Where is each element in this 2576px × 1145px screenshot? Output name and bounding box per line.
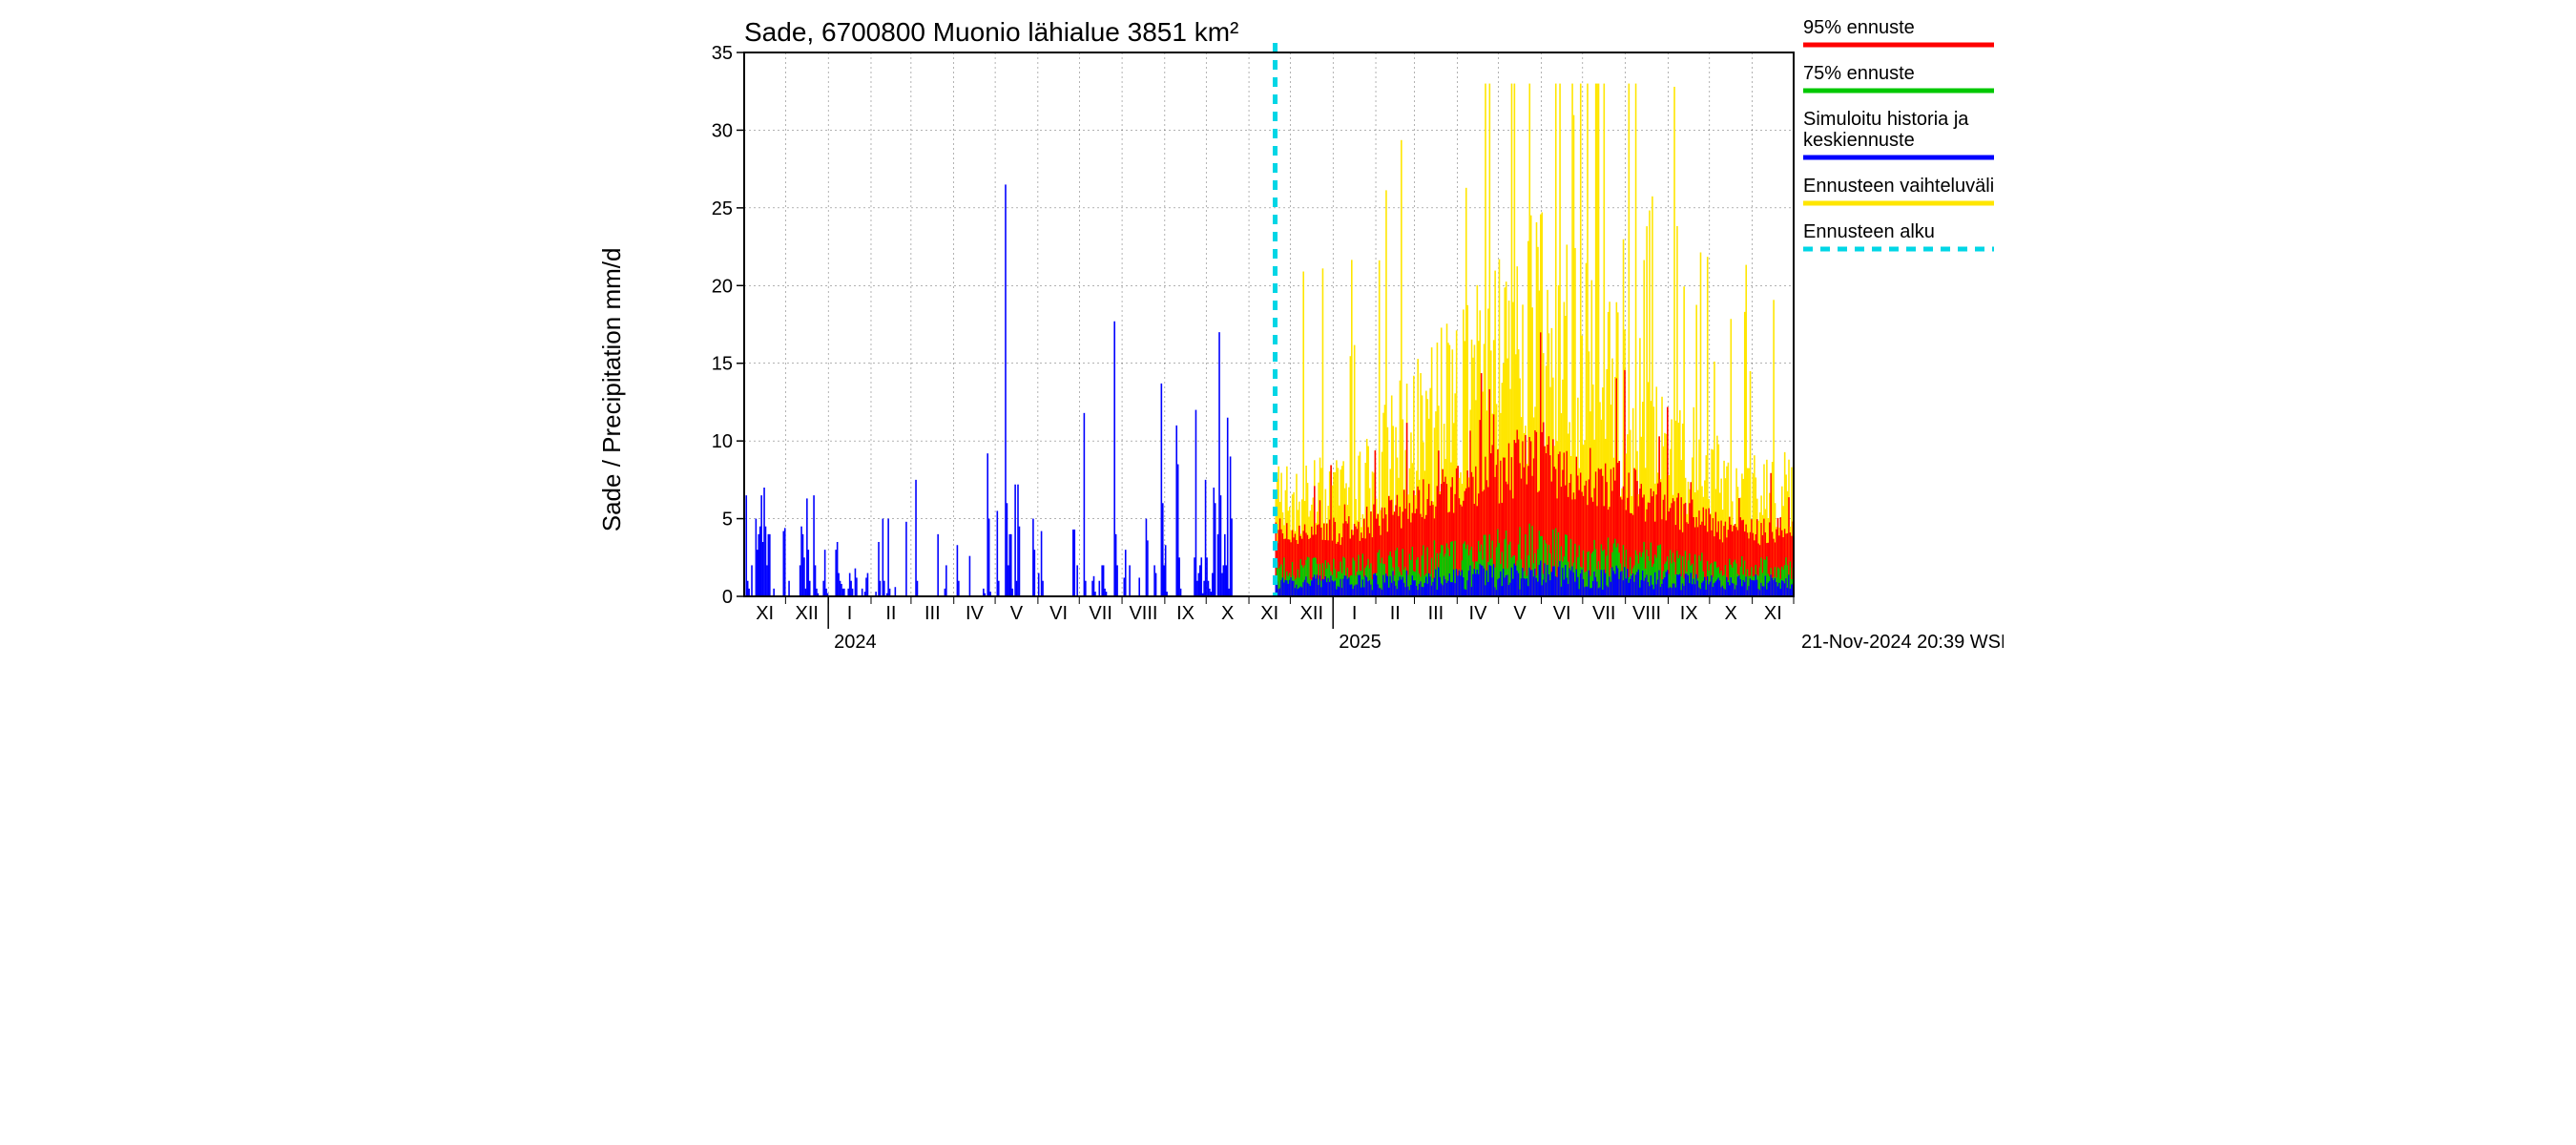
legend-label: Ennusteen alku <box>1803 221 1935 242</box>
svg-text:IX: IX <box>1176 603 1195 624</box>
svg-text:10: 10 <box>712 431 733 452</box>
svg-text:15: 15 <box>712 354 733 375</box>
svg-text:VI: VI <box>1553 603 1571 624</box>
svg-text:I: I <box>847 603 853 624</box>
svg-text:V: V <box>1513 603 1527 624</box>
svg-text:2025: 2025 <box>1339 632 1381 653</box>
chart-svg: 05101520253035XIXII2024IIIIIIIVVVIVIIVII… <box>572 0 2004 668</box>
svg-text:IX: IX <box>1680 603 1698 624</box>
svg-text:II: II <box>1390 603 1401 624</box>
chart-footer: 21-Nov-2024 20:39 WSFS-O <box>1801 632 2004 653</box>
svg-text:XI: XI <box>756 603 774 624</box>
legend-label: Ennusteen vaihteluväli <box>1803 176 1994 197</box>
y-axis-label: Sade / Precipitation mm/d <box>597 248 626 532</box>
svg-text:II: II <box>885 603 896 624</box>
legend-label: keskiennuste <box>1803 130 1915 151</box>
svg-text:25: 25 <box>712 198 733 219</box>
legend-label: Simuloitu historia ja <box>1803 109 1969 130</box>
svg-text:XI: XI <box>1764 603 1782 624</box>
svg-text:XII: XII <box>796 603 819 624</box>
svg-text:XII: XII <box>1300 603 1323 624</box>
svg-text:III: III <box>1428 603 1444 624</box>
svg-text:35: 35 <box>712 43 733 64</box>
svg-text:XI: XI <box>1260 603 1278 624</box>
precipitation-chart: 05101520253035XIXII2024IIIIIIIVVVIVIIVII… <box>572 0 2004 668</box>
legend-label: 75% ennuste <box>1803 63 1915 84</box>
bars-layer <box>745 84 1794 596</box>
svg-text:V: V <box>1010 603 1024 624</box>
svg-text:5: 5 <box>722 510 733 531</box>
svg-text:20: 20 <box>712 276 733 297</box>
svg-text:30: 30 <box>712 120 733 141</box>
svg-text:IV: IV <box>966 603 985 624</box>
svg-text:IV: IV <box>1469 603 1488 624</box>
legend-label: 95% ennuste <box>1803 17 1915 38</box>
svg-text:III: III <box>924 603 941 624</box>
svg-text:VIII: VIII <box>1632 603 1661 624</box>
svg-text:VII: VII <box>1592 603 1615 624</box>
chart-title: Sade, 6700800 Muonio lähialue 3851 km² <box>744 17 1238 47</box>
svg-text:VI: VI <box>1049 603 1068 624</box>
svg-text:0: 0 <box>722 587 733 608</box>
svg-text:X: X <box>1725 603 1737 624</box>
svg-text:X: X <box>1221 603 1234 624</box>
svg-text:VIII: VIII <box>1129 603 1157 624</box>
svg-text:2024: 2024 <box>834 632 877 653</box>
svg-text:I: I <box>1352 603 1358 624</box>
svg-text:VII: VII <box>1089 603 1111 624</box>
